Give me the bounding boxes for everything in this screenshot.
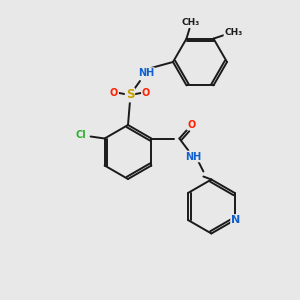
Text: NH: NH — [185, 152, 202, 161]
Text: O: O — [110, 88, 118, 98]
Text: CH₃: CH₃ — [224, 28, 243, 37]
Text: CH₃: CH₃ — [182, 18, 200, 27]
Text: O: O — [187, 119, 196, 130]
Text: NH: NH — [138, 68, 154, 78]
Text: N: N — [231, 215, 240, 225]
Text: Cl: Cl — [75, 130, 86, 140]
Text: O: O — [142, 88, 150, 98]
Text: S: S — [126, 88, 134, 101]
